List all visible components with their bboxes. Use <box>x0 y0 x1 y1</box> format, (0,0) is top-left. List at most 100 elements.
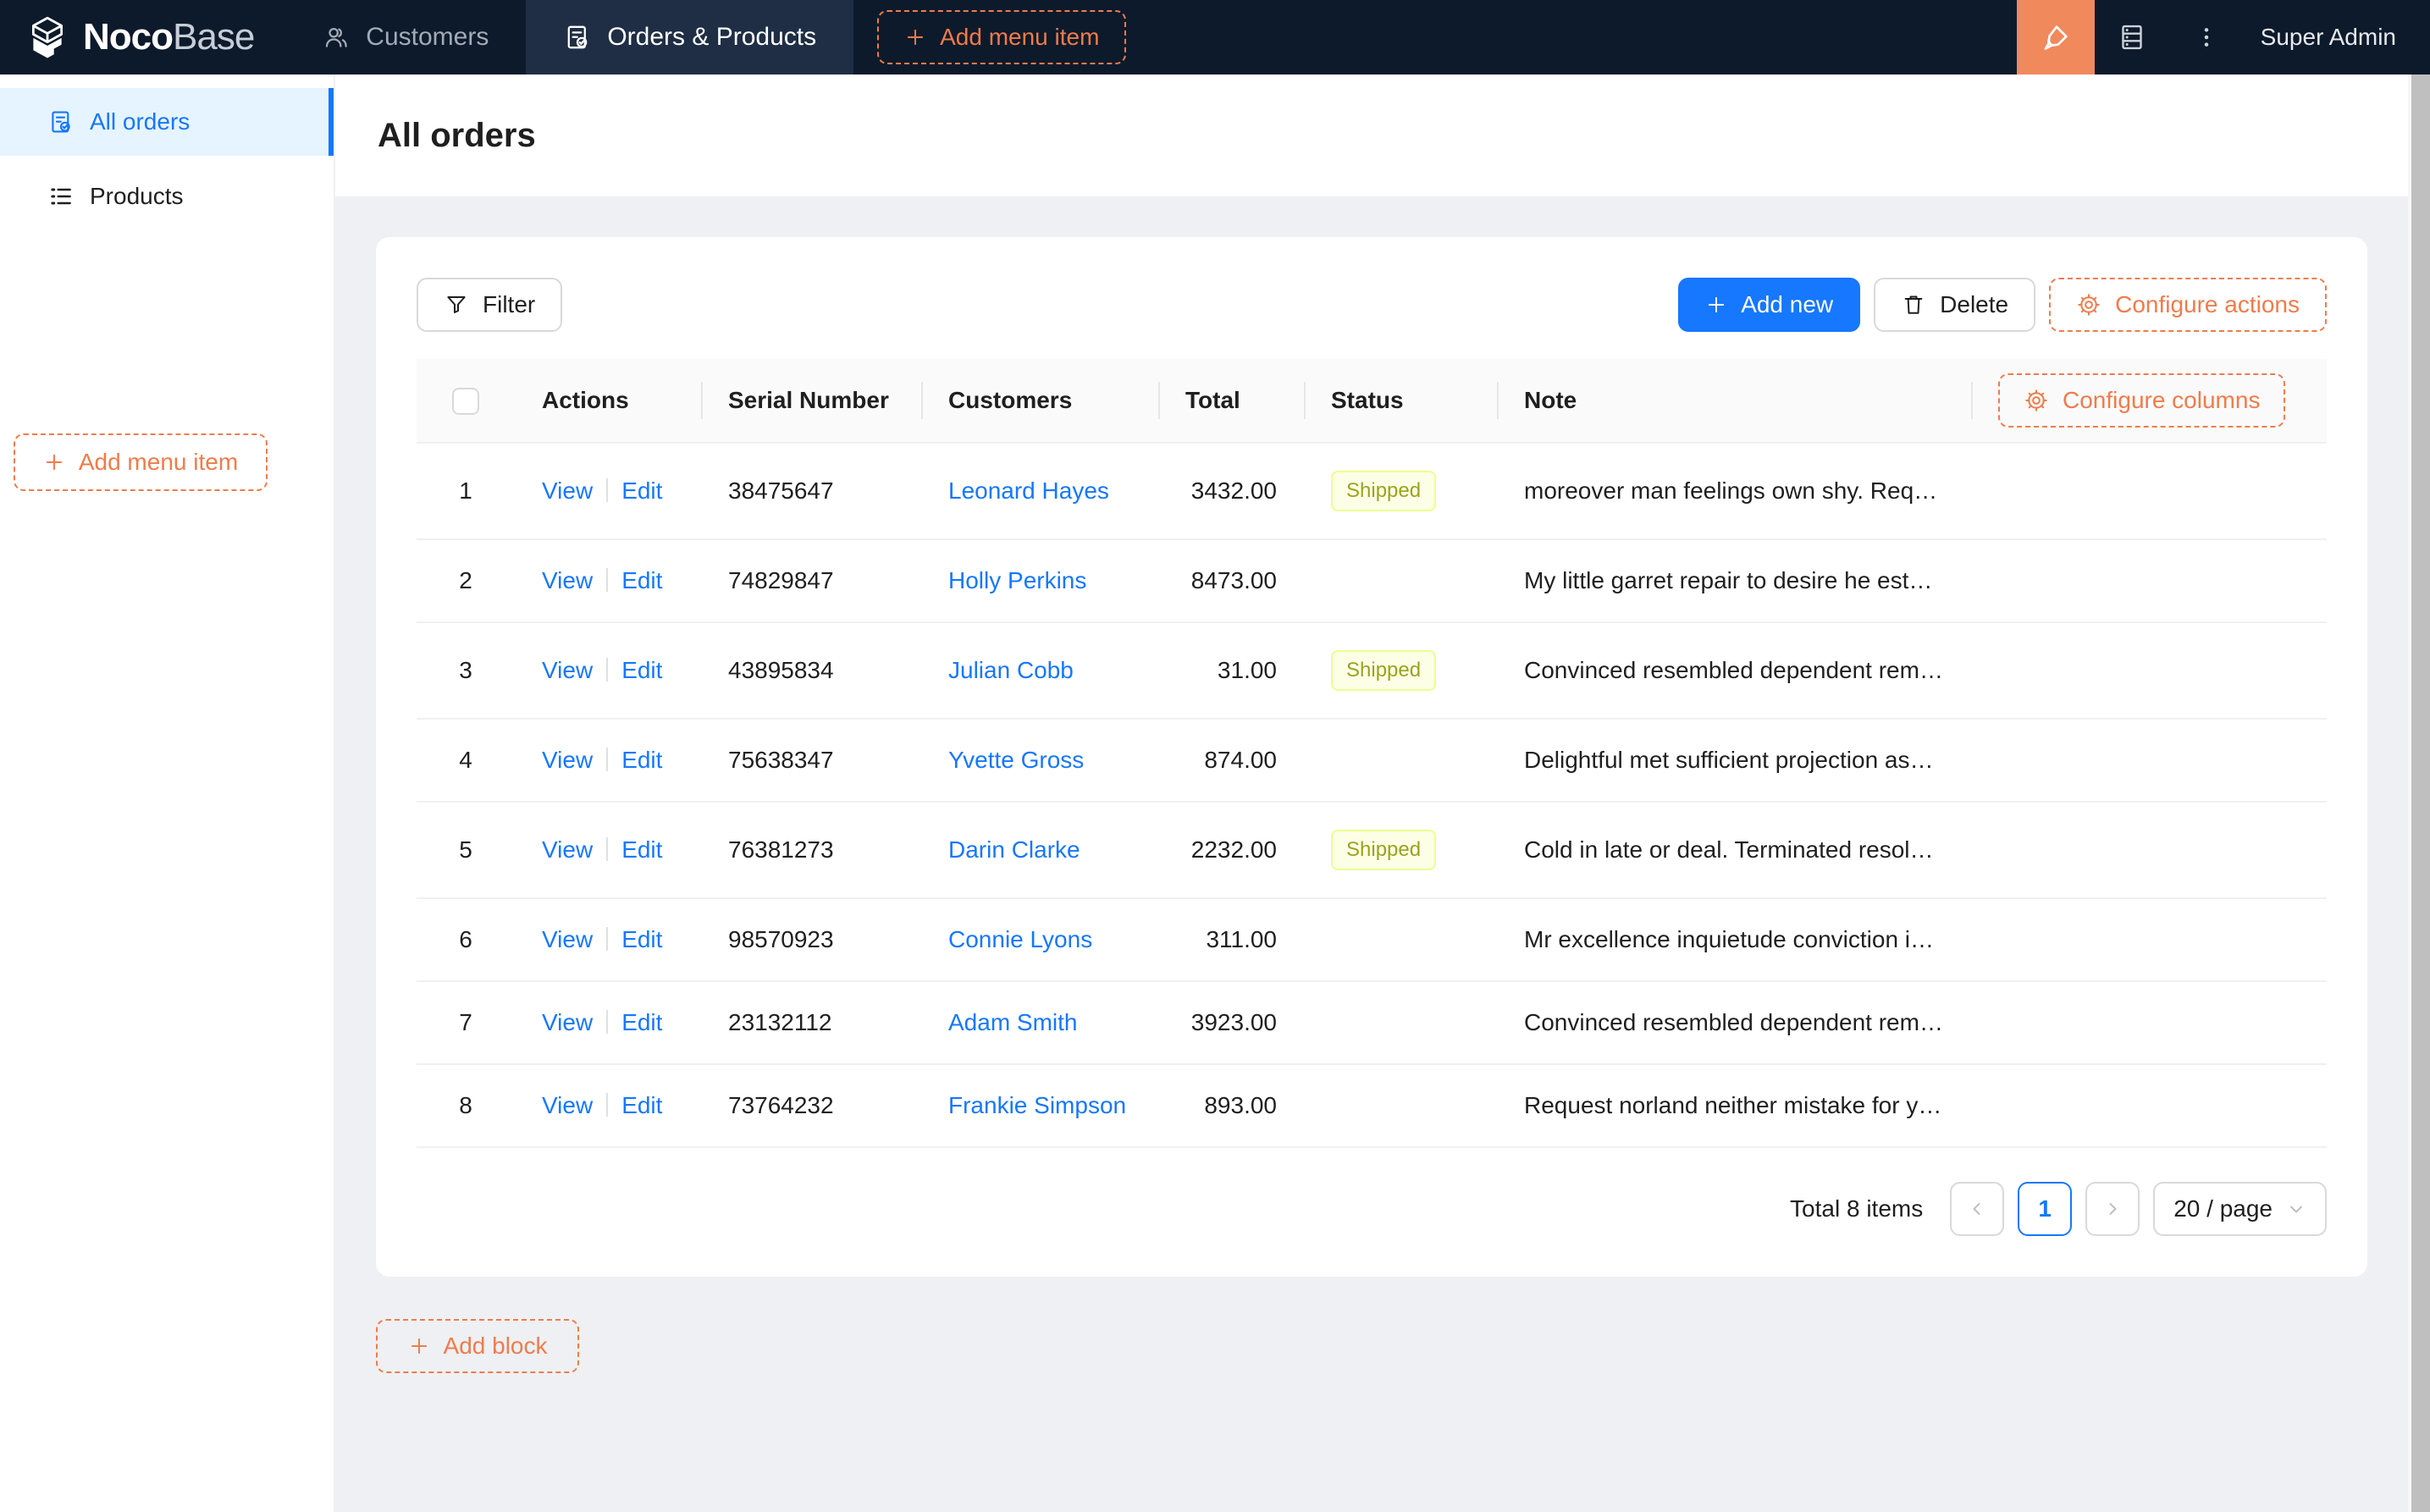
order-doc-icon <box>563 23 592 52</box>
table-row[interactable]: 8 View Edit 73764232 Frankie Simpson 893.… <box>417 1063 2327 1148</box>
view-link[interactable]: View <box>542 656 594 683</box>
add-block-button[interactable]: Add block <box>376 1318 579 1373</box>
page-size-select[interactable]: 20 / page <box>2153 1181 2327 1236</box>
customer-link[interactable]: Holly Perkins <box>948 566 1087 593</box>
customer-link[interactable]: Frankie Simpson <box>948 1091 1127 1118</box>
table-row[interactable]: 6 View Edit 98570923 Connie Lyons 311.00 … <box>417 897 2327 982</box>
status-cell: Shipped <box>1304 801 1497 899</box>
table-row[interactable]: 7 View Edit 23132112 Adam Smith 3923.00 C… <box>417 980 2327 1065</box>
configure-columns-header: Configure columns <box>1971 359 2327 444</box>
delete-button[interactable]: Delete <box>1874 278 2036 332</box>
chevron-left-icon <box>1967 1199 1987 1219</box>
chevron-right-icon <box>2102 1199 2123 1219</box>
row-trailing-cell <box>1971 538 2327 623</box>
trash-icon <box>1901 292 1926 317</box>
actions-cell: View Edit <box>515 718 701 803</box>
status-cell: Shipped <box>1304 621 1497 720</box>
action-divider <box>606 1092 609 1117</box>
sidebar-item-all-orders[interactable]: All orders <box>0 88 334 156</box>
page-size-value: 20 / page <box>2173 1195 2273 1222</box>
view-link[interactable]: View <box>542 1091 594 1118</box>
configure-columns-button[interactable]: Configure columns <box>1998 372 2286 428</box>
nocobase-logo[interactable]: NocoBase <box>0 0 284 74</box>
edit-link[interactable]: Edit <box>621 656 663 683</box>
note-cell: moreover man feelings own shy. Request n… <box>1497 442 1971 540</box>
action-divider <box>606 926 609 951</box>
note-cell: Convinced resembled dependent remainde..… <box>1497 621 1971 720</box>
column-header-note: Note <box>1497 359 1971 444</box>
total-cell: 8473.00 <box>1158 538 1304 623</box>
configure-actions-button[interactable]: Configure actions <box>2049 278 2327 332</box>
table-row[interactable]: 4 View Edit 75638347 Yvette Gross 874.00 … <box>417 718 2327 803</box>
actions-cell: View Edit <box>515 1063 701 1148</box>
view-link[interactable]: View <box>542 746 594 773</box>
pagination-prev-button[interactable] <box>1950 1181 2005 1236</box>
ui-editor-button[interactable] <box>2016 0 2095 74</box>
status-cell <box>1304 538 1497 623</box>
customer-cell: Holly Perkins <box>921 538 1158 623</box>
edit-link[interactable]: Edit <box>621 836 663 863</box>
edit-link[interactable]: Edit <box>621 1091 663 1118</box>
table-row[interactable]: 3 View Edit 43895834 Julian Cobb 31.00 Sh… <box>417 621 2327 720</box>
view-link[interactable]: View <box>542 1008 594 1035</box>
edit-link[interactable]: Edit <box>621 746 663 773</box>
edit-link[interactable]: Edit <box>621 1008 663 1035</box>
view-link[interactable]: View <box>542 925 594 952</box>
nav-tab-customers[interactable]: Customers <box>284 0 526 74</box>
table-header-row: Actions Serial Number Customers Total St… <box>417 359 2327 444</box>
edit-link[interactable]: Edit <box>621 925 663 952</box>
edit-link[interactable]: Edit <box>621 477 663 504</box>
table-row[interactable]: 5 View Edit 76381273 Darin Clarke 2232.00… <box>417 801 2327 899</box>
pagination-next-button[interactable] <box>2085 1181 2140 1236</box>
customer-link[interactable]: Leonard Hayes <box>948 477 1109 504</box>
gear-icon <box>2076 292 2101 317</box>
vertical-scrollbar[interactable] <box>2408 74 2430 1512</box>
sidebar-item-products[interactable]: Products <box>0 163 334 230</box>
nav-add-menu-item-button[interactable]: Add menu item <box>877 10 1127 64</box>
select-all-checkbox[interactable] <box>452 387 479 415</box>
page-number: 1 <box>2038 1195 2052 1222</box>
brand-name-bold: Noco <box>83 16 174 58</box>
select-all-header <box>417 359 515 444</box>
serial-number-cell: 43895834 <box>701 621 921 720</box>
column-header-status: Status <box>1304 359 1497 444</box>
customer-link[interactable]: Julian Cobb <box>948 656 1074 683</box>
delete-label: Delete <box>1940 291 2009 317</box>
sidebar-add-menu-item-button[interactable]: Add menu item <box>14 433 268 491</box>
customer-cell: Leonard Hayes <box>921 442 1158 540</box>
row-trailing-cell <box>1971 1063 2327 1148</box>
main-area: All orders Filter Add new <box>335 74 2408 1512</box>
pagination-page-1[interactable]: 1 <box>2018 1181 2073 1236</box>
highlighter-icon <box>2040 21 2072 53</box>
row-index: 1 <box>417 442 515 540</box>
user-menu[interactable]: Super Admin <box>2244 0 2430 74</box>
note-cell: Delightful met sufficient projection ask… <box>1497 718 1971 803</box>
view-link[interactable]: View <box>542 566 594 593</box>
table-row[interactable]: 1 View Edit 38475647 Leonard Hayes 3432.0… <box>417 442 2327 540</box>
customer-link[interactable]: Connie Lyons <box>948 925 1093 952</box>
edit-link[interactable]: Edit <box>621 566 663 593</box>
customer-link[interactable]: Darin Clarke <box>948 836 1080 863</box>
configure-actions-label: Configure actions <box>2115 291 2300 317</box>
filter-button[interactable]: Filter <box>417 278 563 332</box>
view-link[interactable]: View <box>542 477 594 504</box>
total-cell: 31.00 <box>1158 621 1304 720</box>
table-row[interactable]: 2 View Edit 74829847 Holly Perkins 8473.0… <box>417 538 2327 623</box>
column-header-actions: Actions <box>515 359 701 444</box>
status-cell <box>1304 718 1497 803</box>
more-options-button[interactable] <box>2169 0 2244 74</box>
total-cell: 893.00 <box>1158 1063 1304 1148</box>
pagination-total: Total 8 items <box>1790 1195 1924 1222</box>
layout: All orders Products Add menu item All or… <box>0 74 2430 1512</box>
row-index: 4 <box>417 718 515 803</box>
nav-tab-orders-products[interactable]: Orders & Products <box>526 0 854 74</box>
status-badge: Shipped <box>1331 649 1437 691</box>
view-link[interactable]: View <box>542 836 594 863</box>
add-new-button[interactable]: Add new <box>1678 278 1861 332</box>
sidebar-item-label: All orders <box>90 108 191 135</box>
plugins-button[interactable] <box>2095 0 2169 74</box>
customer-link[interactable]: Adam Smith <box>948 1008 1078 1035</box>
customer-link[interactable]: Yvette Gross <box>948 746 1085 773</box>
list-icon <box>47 183 75 210</box>
content-area: Filter Add new Delete <box>335 196 2408 1512</box>
